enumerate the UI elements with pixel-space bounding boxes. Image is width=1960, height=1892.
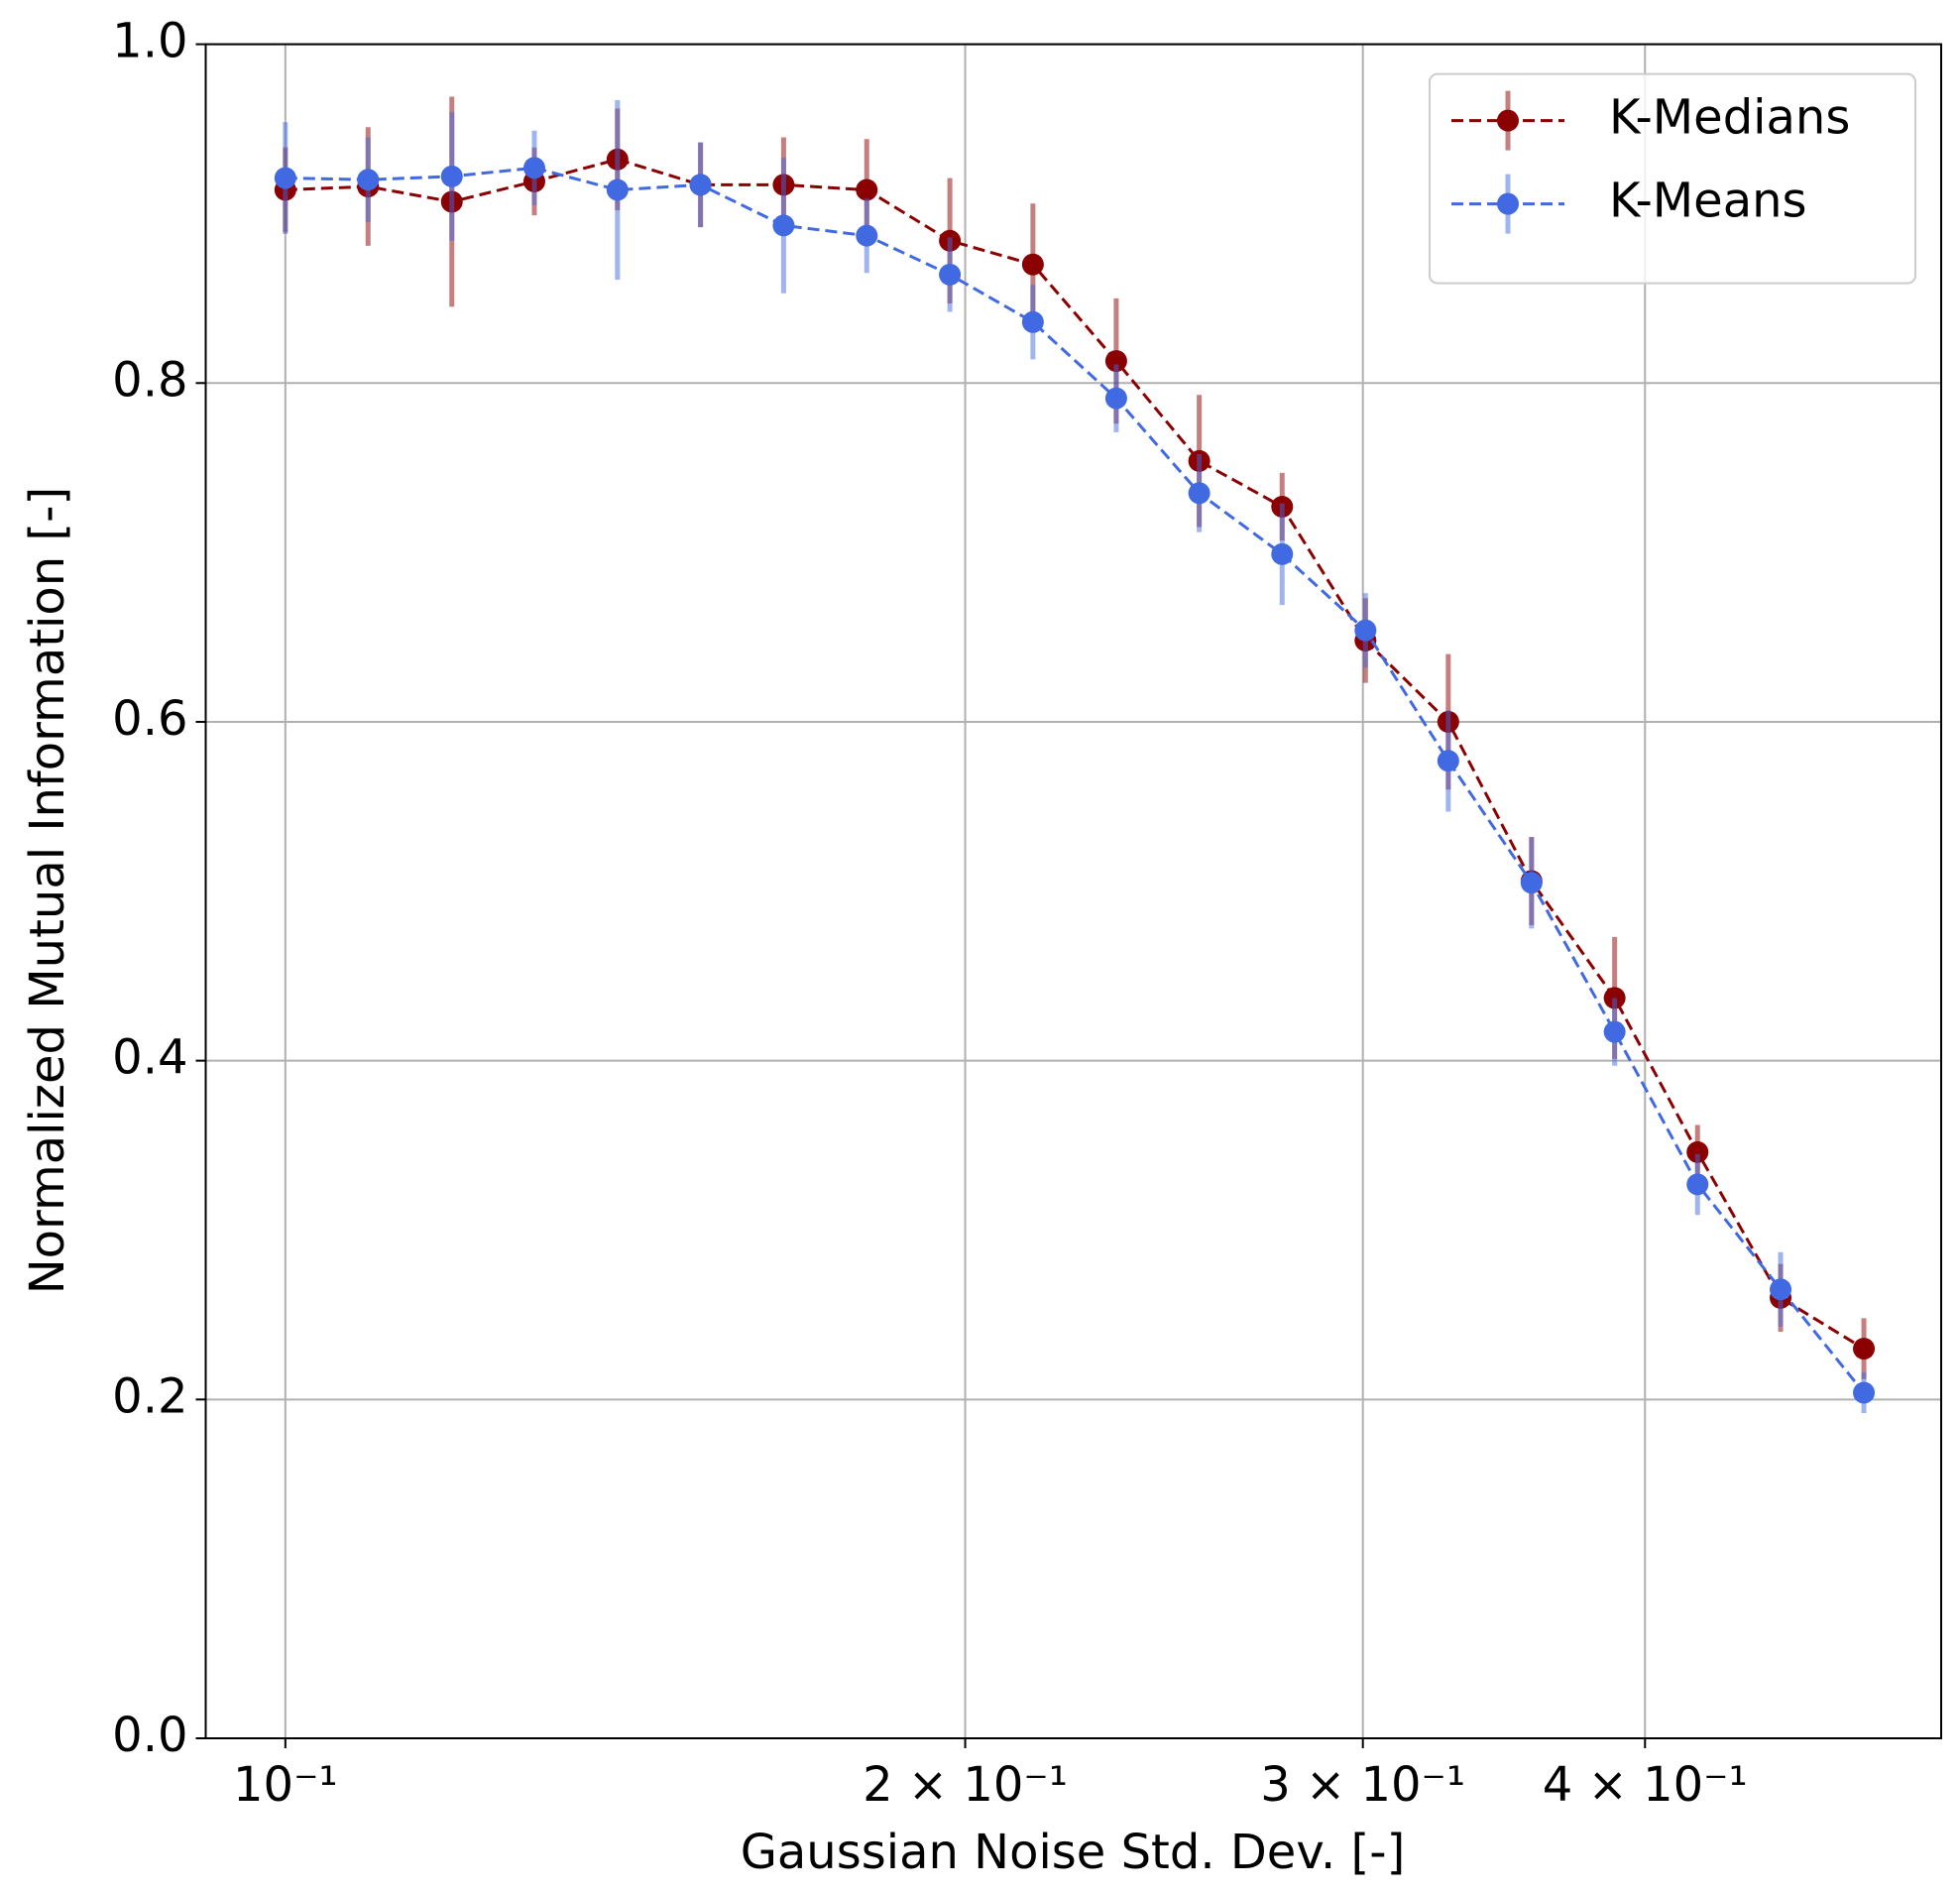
data-point	[1603, 1020, 1626, 1043]
data-point	[856, 178, 878, 201]
data-point	[1104, 350, 1127, 373]
x-tick-label: 2 × 10⁻¹	[863, 1757, 1068, 1813]
data-point	[689, 174, 712, 196]
series-line	[285, 158, 1865, 1351]
data-point	[1104, 387, 1127, 410]
data-point	[939, 263, 962, 286]
y-axis-label: Normalized Mutual Information [-]	[20, 487, 75, 1294]
y-tick-label: 1.0	[112, 14, 187, 69]
data-point	[1271, 542, 1294, 565]
data-point	[1686, 1140, 1709, 1163]
legend-marker	[1497, 109, 1519, 132]
data-point	[440, 165, 463, 187]
x-tick-label: 3 × 10⁻¹	[1260, 1757, 1465, 1813]
legend-box	[1429, 72, 1916, 285]
x-tick-label: 10⁻¹	[233, 1757, 338, 1813]
data-point	[522, 157, 545, 179]
legend-label: K-Medians	[1609, 90, 1850, 146]
data-point	[274, 167, 296, 189]
y-tick-label: 0.6	[112, 691, 187, 747]
plot-frame	[204, 43, 1942, 1740]
y-tick-label: 0.2	[112, 1368, 187, 1424]
data-point	[772, 214, 795, 237]
data-point	[1021, 253, 1044, 276]
data-point	[1853, 1381, 1876, 1404]
series-line	[285, 166, 1866, 1394]
data-point	[1021, 310, 1044, 333]
x-axis-label: Gaussian Noise Std. Dev. [-]	[741, 1825, 1406, 1880]
data-point	[1354, 619, 1377, 642]
y-tick-label: 0.0	[112, 1708, 187, 1763]
data-point	[1686, 1173, 1709, 1196]
data-point	[357, 169, 380, 191]
data-point	[1853, 1338, 1876, 1360]
data-point	[1437, 750, 1459, 772]
legend-label: K-Means	[1609, 174, 1807, 229]
data-point	[856, 224, 878, 247]
x-tick-label: 4 × 10⁻¹	[1543, 1757, 1748, 1813]
data-point	[1188, 482, 1211, 505]
legend-marker	[1497, 192, 1519, 215]
y-tick-label: 0.4	[112, 1030, 187, 1086]
data-point	[606, 178, 629, 201]
data-point	[1520, 872, 1543, 894]
y-tick-label: 0.8	[112, 352, 187, 408]
data-point	[1770, 1278, 1792, 1301]
